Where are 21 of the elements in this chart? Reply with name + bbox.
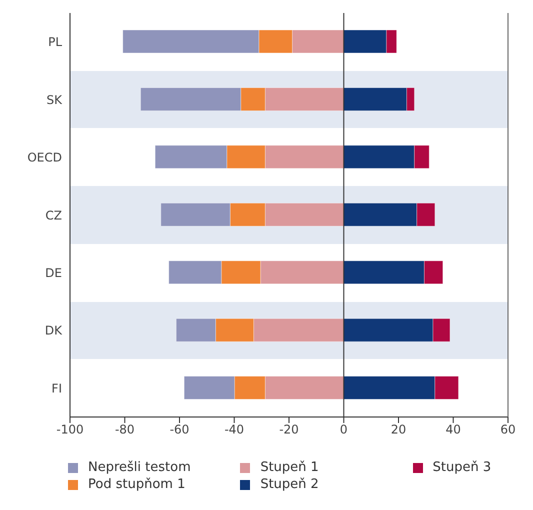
x-tick-label: -80: [114, 422, 135, 437]
x-tick-label: 20: [390, 422, 406, 437]
y-tick-label: CZ: [45, 208, 62, 222]
y-tick-label: FI: [52, 381, 62, 396]
x-tick-label: -60: [170, 422, 190, 437]
y-tick-label: DE: [45, 266, 62, 280]
x-tick-label: -20: [279, 422, 299, 437]
y-tick-label: OECD: [27, 150, 62, 165]
legend-label: Pod stupňom 1: [88, 477, 186, 492]
y-tick-label: SK: [46, 92, 64, 107]
x-tick-label: 40: [446, 422, 461, 437]
y-tick-label: DK: [44, 324, 64, 338]
x-tick-label: -40: [224, 422, 244, 437]
x-tick-label: 60: [500, 422, 516, 437]
legend-label: Stupeň 1: [260, 460, 319, 475]
legend-label: Stupeň 3: [432, 460, 492, 475]
legend-label: Neprešli testom: [88, 460, 191, 475]
y-tick-label: PL: [48, 35, 62, 50]
legend-label: Stupeň 2: [260, 477, 319, 492]
x-tick-label: -100: [56, 422, 84, 437]
x-tick-label: 0: [340, 422, 348, 437]
